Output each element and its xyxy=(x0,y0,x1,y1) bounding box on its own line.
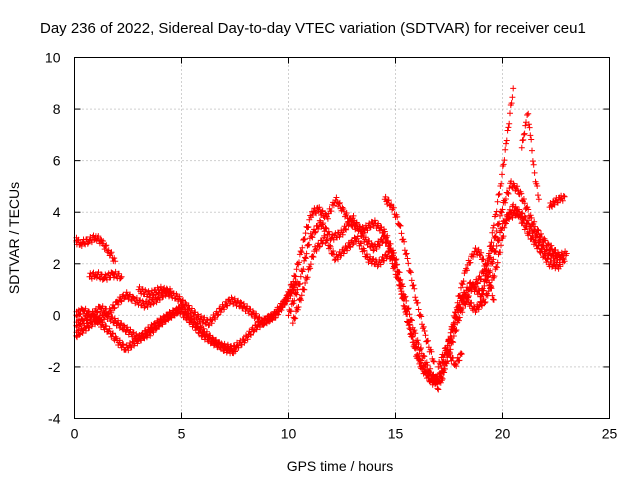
data-points xyxy=(73,85,570,393)
series-arc-5 xyxy=(73,302,238,357)
chart-title: Day 236 of 2022, Sidereal Day-to-day VTE… xyxy=(40,20,586,37)
y-tick-label: -2 xyxy=(48,359,61,375)
series-arc-6 xyxy=(135,283,174,301)
data-point-markers xyxy=(435,245,497,370)
data-point-markers xyxy=(289,206,564,388)
data-point-markers xyxy=(73,302,238,357)
x-tick-label: 0 xyxy=(71,426,79,442)
y-axis-label: SDTVAR / TECUs xyxy=(6,182,22,294)
series-arc-10 xyxy=(381,193,437,365)
data-point-markers xyxy=(86,268,125,283)
y-tick-label: 10 xyxy=(45,50,61,66)
series-arc-13 xyxy=(518,110,542,203)
y-tick-label: -4 xyxy=(48,411,61,427)
plot-frame xyxy=(74,57,610,419)
tick-labels: 0 5 10 15 20 25 -4 -2 0 2 4 6 8 10 xyxy=(45,50,618,442)
x-axis-label: GPS time / hours xyxy=(287,458,394,474)
data-point-markers xyxy=(518,110,542,203)
data-point-markers xyxy=(381,193,437,365)
series-arc-12 xyxy=(478,85,517,306)
series-arc-1 xyxy=(73,232,119,265)
y-tick-label: 2 xyxy=(53,256,61,272)
y-tick-label: 0 xyxy=(53,307,61,323)
data-point-markers xyxy=(73,232,119,265)
series-arc-9 xyxy=(289,206,564,388)
y-tick-label: 8 xyxy=(53,101,61,117)
data-point-markers xyxy=(446,349,465,370)
series-arc-14 xyxy=(546,192,568,211)
x-tick-label: 15 xyxy=(388,426,404,442)
y-tick-label: 6 xyxy=(53,153,61,169)
data-point-markers xyxy=(546,192,568,211)
series-arc-11 xyxy=(435,245,497,370)
x-tick-label: 10 xyxy=(281,426,297,442)
series-arc-2 xyxy=(86,268,125,283)
x-tick-label: 25 xyxy=(602,426,618,442)
series-arc-15 xyxy=(446,349,465,370)
y-tick-label: 4 xyxy=(53,204,61,220)
data-point-markers xyxy=(478,85,517,306)
x-tick-label: 20 xyxy=(495,426,511,442)
data-point-markers xyxy=(135,283,174,301)
x-tick-label: 5 xyxy=(178,426,186,442)
